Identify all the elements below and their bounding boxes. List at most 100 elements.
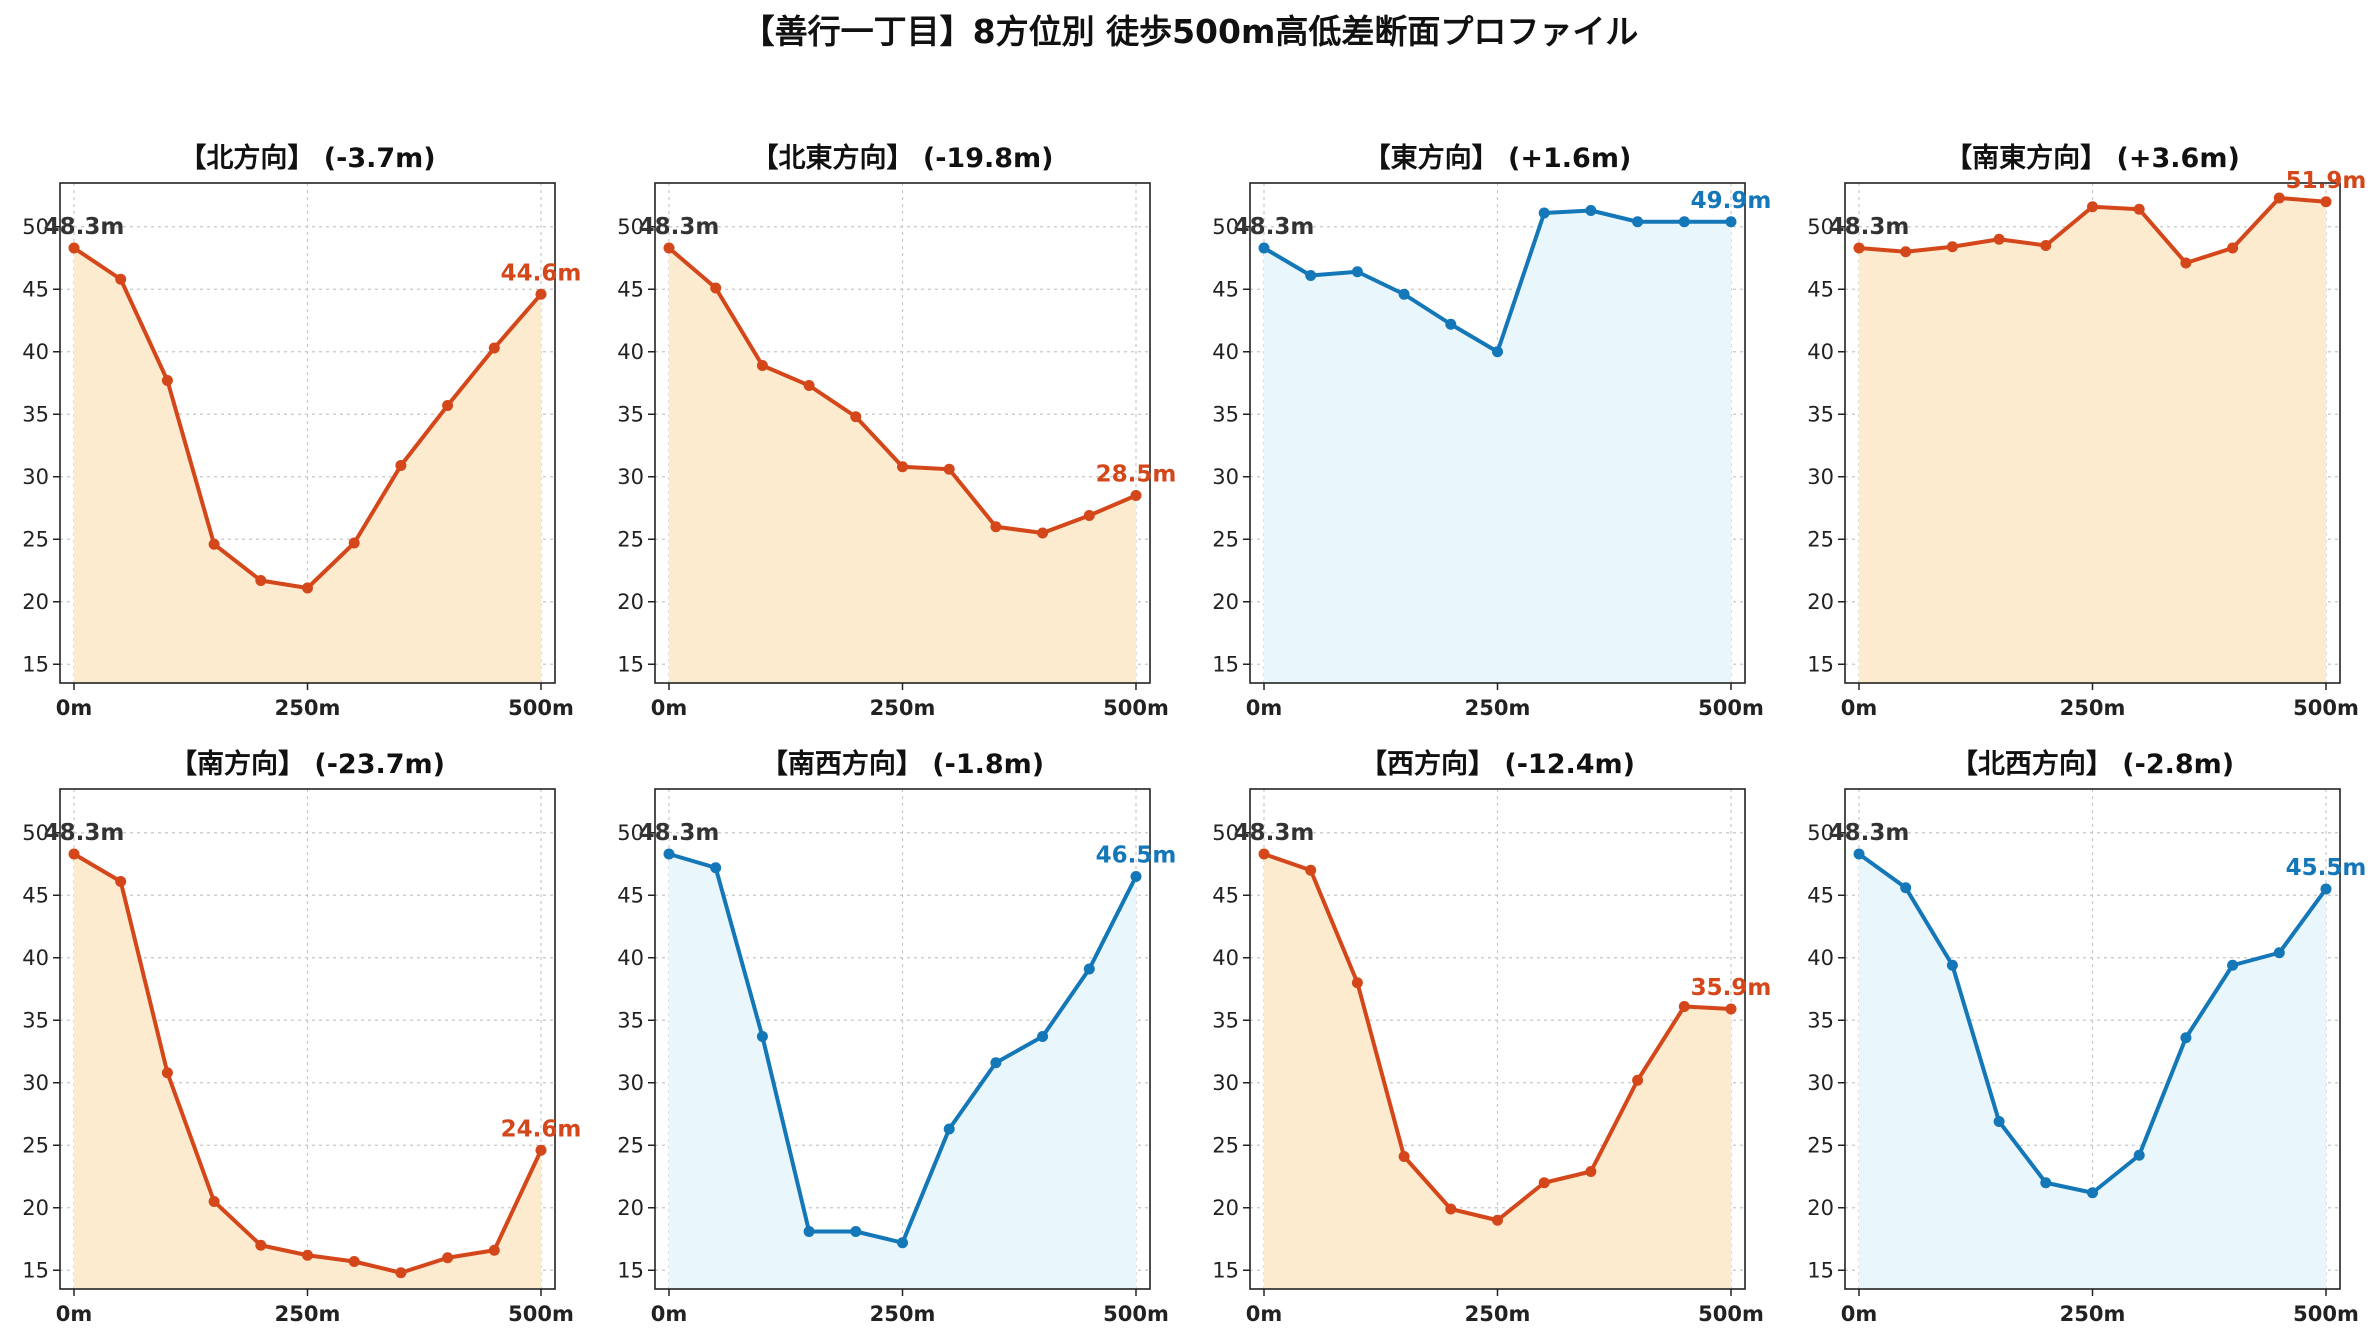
y-tick-label: 45: [22, 883, 49, 907]
data-point: [2227, 242, 2239, 254]
x-tick-label: 0m: [651, 1302, 688, 1326]
y-tick-label: 45: [1807, 277, 1834, 301]
x-tick-label: 250m: [2060, 1302, 2126, 1326]
start-elevation-label: 48.3m: [639, 820, 720, 846]
panel-title: 【南方向】 (-23.7m): [170, 748, 445, 780]
y-tick-label: 25: [617, 527, 644, 551]
y-tick-label: 50: [1807, 821, 1834, 845]
data-point: [395, 1267, 407, 1279]
data-point: [897, 1237, 908, 1249]
y-tick-label: 20: [22, 1196, 49, 1220]
y-tick-label: 50: [1212, 821, 1239, 845]
start-elevation-label: 48.3m: [1234, 820, 1315, 846]
profile-area: [1859, 198, 2326, 683]
data-point: [2180, 1032, 2192, 1044]
data-point: [1492, 346, 1503, 358]
data-point: [1853, 242, 1865, 254]
x-tick-label: 500m: [508, 1302, 574, 1326]
x-tick-label: 500m: [2293, 696, 2359, 720]
x-tick-label: 500m: [1103, 696, 1169, 720]
start-elevation-label: 48.3m: [639, 214, 720, 240]
y-tick-label: 35: [1807, 402, 1834, 426]
y-tick-label: 25: [1212, 527, 1239, 551]
y-tick-label: 45: [617, 277, 644, 301]
data-point: [2273, 192, 2285, 204]
data-point: [1130, 871, 1142, 882]
y-tick-label: 20: [1807, 590, 1834, 614]
data-point: [803, 380, 815, 391]
data-point: [1258, 242, 1270, 254]
data-point: [2133, 1149, 2145, 1161]
y-tick-label: 15: [617, 1258, 644, 1282]
data-point: [1258, 848, 1270, 860]
data-point: [1351, 266, 1363, 278]
data-point: [710, 282, 722, 294]
data-point: [302, 1249, 313, 1261]
data-point: [756, 360, 768, 371]
end-elevation-label: 28.5m: [1096, 462, 1177, 488]
data-point: [663, 848, 675, 860]
y-tick-label: 30: [1212, 465, 1239, 489]
x-tick-label: 0m: [1246, 696, 1283, 720]
data-point: [1492, 1214, 1503, 1226]
data-point: [850, 1226, 862, 1237]
data-point: [1351, 977, 1363, 989]
data-point: [2087, 1187, 2098, 1199]
data-point: [68, 848, 80, 860]
profile-area: [74, 854, 541, 1289]
profile-area: [1264, 210, 1731, 683]
y-tick-label: 40: [1807, 946, 1834, 970]
data-point: [1037, 527, 1049, 539]
data-point: [850, 411, 862, 423]
y-tick-label: 15: [22, 1258, 49, 1282]
y-tick-label: 15: [1212, 652, 1239, 676]
data-point: [115, 876, 127, 887]
data-point: [2320, 196, 2332, 208]
data-point: [2133, 203, 2145, 215]
y-tick-label: 25: [1212, 1133, 1239, 1157]
end-elevation-label: 35.9m: [1691, 975, 1772, 1001]
data-point: [535, 1144, 547, 1156]
y-tick-label: 20: [22, 590, 49, 614]
x-tick-label: 0m: [1841, 696, 1878, 720]
y-tick-label: 15: [1807, 1258, 1834, 1282]
data-point: [2180, 257, 2192, 269]
profile-area: [669, 854, 1136, 1289]
y-tick-label: 20: [617, 1196, 644, 1220]
y-tick-label: 40: [22, 946, 49, 970]
y-tick-label: 40: [22, 340, 49, 364]
data-point: [1398, 288, 1410, 300]
panel-title: 【北西方向】 (-2.8m): [1951, 748, 2234, 780]
x-tick-label: 500m: [1698, 696, 1764, 720]
y-tick-label: 50: [617, 215, 644, 239]
y-tick-label: 50: [1212, 215, 1239, 239]
data-point: [1678, 216, 1690, 228]
panel-title: 【北東方向】 (-19.8m): [751, 142, 1053, 174]
profile-area: [1264, 854, 1731, 1289]
y-tick-label: 15: [617, 652, 644, 676]
y-tick-label: 15: [1807, 652, 1834, 676]
x-tick-label: 0m: [1841, 1302, 1878, 1326]
y-tick-label: 25: [1807, 527, 1834, 551]
data-point: [1445, 1203, 1457, 1215]
data-point: [535, 288, 547, 300]
y-tick-label: 25: [1807, 1133, 1834, 1157]
y-tick-label: 40: [1212, 340, 1239, 364]
data-point: [488, 1244, 500, 1256]
y-tick-label: 30: [22, 1071, 49, 1095]
data-point: [255, 575, 267, 586]
panel-title: 【南東方向】 (+3.6m): [1945, 142, 2240, 174]
start-elevation-label: 48.3m: [44, 820, 125, 846]
y-tick-label: 30: [1807, 465, 1834, 489]
x-tick-label: 250m: [1465, 696, 1531, 720]
data-point: [348, 537, 360, 549]
panel-title: 【東方向】 (+1.6m): [1364, 142, 1632, 174]
data-point: [1305, 270, 1317, 281]
y-tick-label: 25: [617, 1133, 644, 1157]
profile-area: [1859, 854, 2326, 1289]
y-tick-label: 20: [1212, 590, 1239, 614]
data-point: [488, 342, 500, 354]
